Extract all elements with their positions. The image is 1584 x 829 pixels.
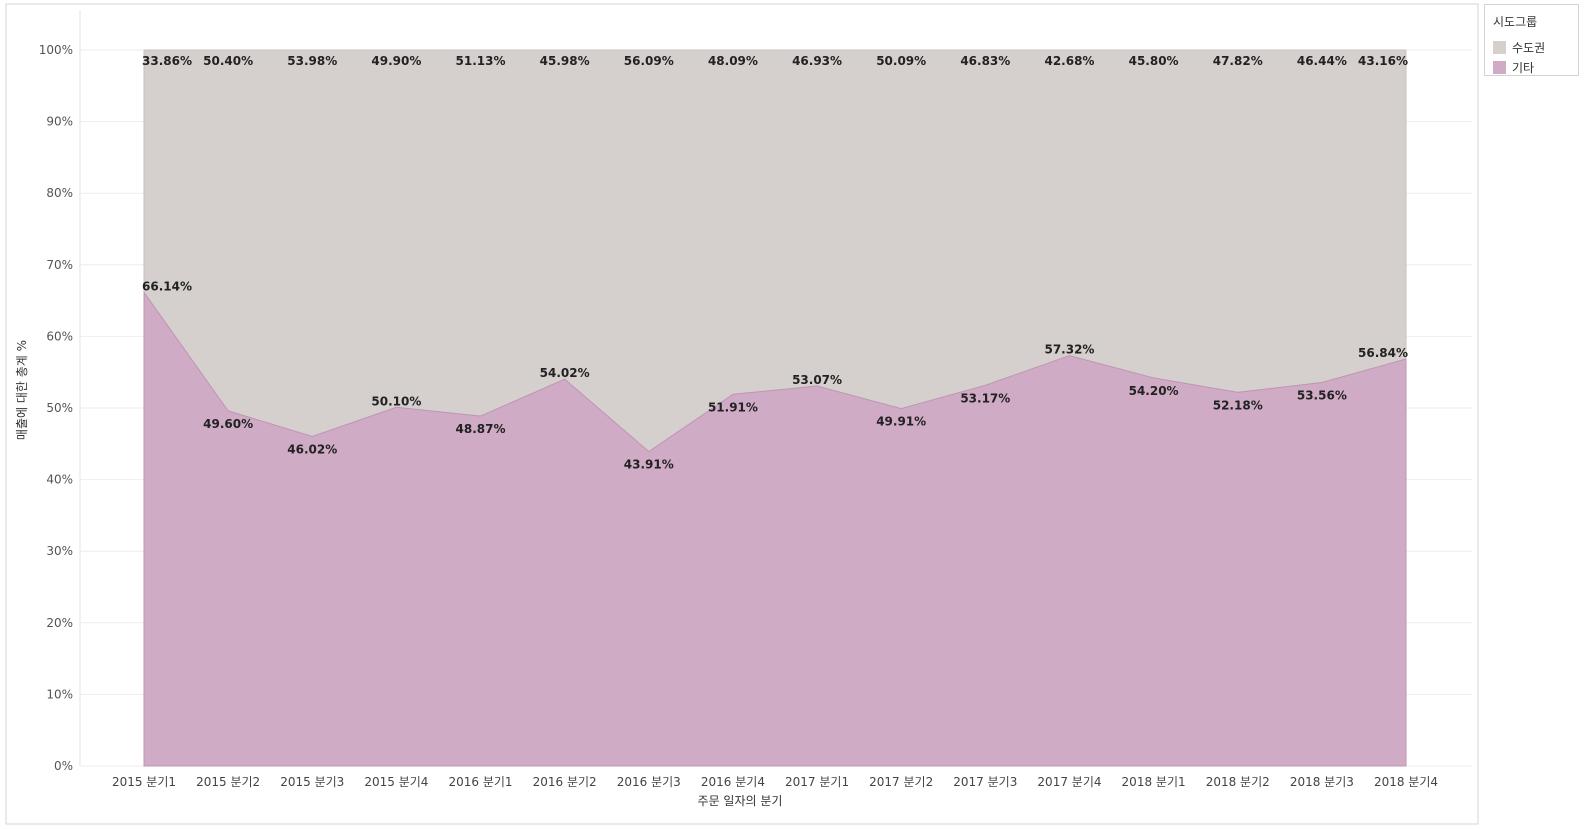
y-tick-label: 0% [54,759,73,773]
y-axis-title: 매출에 대한 총계 % [15,340,29,440]
data-label-other: 49.60% [203,417,253,431]
data-label-other: 54.20% [1129,384,1179,398]
data-label-capital: 42.68% [1044,54,1094,68]
data-label-capital: 45.80% [1129,54,1179,68]
x-tick-label: 2016 분기1 [448,775,512,789]
data-label-other: 52.18% [1213,398,1263,412]
y-tick-label: 20% [46,616,73,630]
data-label-capital: 46.83% [960,54,1010,68]
data-label-capital: 47.82% [1213,54,1263,68]
data-label-other: 53.07% [792,373,842,387]
area-series-layer [143,49,1407,767]
data-label-other: 53.17% [960,391,1010,405]
data-label-other: 43.91% [624,458,674,472]
y-tick-label: 100% [39,43,73,57]
data-label-capital: 33.86% [142,54,192,68]
legend-item-other[interactable]: 기타 [1493,59,1534,75]
y-tick-label: 90% [46,115,73,129]
y-tick-label: 80% [46,186,73,200]
data-label-capital: 51.13% [456,54,506,68]
data-label-capital: 46.44% [1297,54,1347,68]
data-label-other: 48.87% [456,422,506,436]
y-tick-label: 30% [46,544,73,558]
data-label-other: 46.02% [287,442,337,456]
y-tick-labels: 0% 10% 20% 30% 40% 50% 60% 70% 80% 90% 100% [39,43,73,773]
y-tick-label: 50% [46,401,73,415]
x-tick-label: 2015 분기4 [364,775,428,789]
area-series-other[interactable] [143,290,1407,767]
y-tick-label: 40% [46,473,73,487]
x-tick-label: 2016 분기3 [617,775,681,789]
x-tick-label: 2015 분기1 [112,775,176,789]
data-label-capital: 43.16% [1358,54,1408,68]
legend-swatch-other [1493,60,1506,74]
data-label-capital: 53.98% [287,54,337,68]
legend-swatch-capital [1493,40,1506,54]
data-label-capital: 46.93% [792,54,842,68]
y-tick-label: 70% [46,258,73,272]
data-label-capital: 49.90% [371,54,421,68]
data-labels: 33.86% 50.40% 53.98% 49.90% 51.13% 45.98% 56.0… [142,54,1408,472]
x-tick-label: 2017 분기1 [785,775,849,789]
legend-label-other: 기타 [1512,60,1535,75]
legend[interactable]: 시도그룹 수도권 기타 [1484,4,1579,76]
x-tick-label: 2015 분기2 [196,775,260,789]
x-tick-label: 2016 분기2 [533,775,597,789]
data-label-capital: 48.09% [708,54,758,68]
data-label-other: 57.32% [1044,343,1094,357]
x-tick-label: 2018 분기2 [1206,775,1270,789]
y-tick-label: 60% [46,329,73,343]
data-label-other: 56.84% [1358,346,1408,360]
data-label-capital: 50.09% [876,54,926,68]
data-label-other: 51.91% [708,400,758,414]
data-label-other: 54.02% [540,366,590,380]
x-axis-title: 주문 일자의 분기 [698,794,783,808]
x-tick-labels: 2015 분기1 2015 분기2 2015 분기3 2015 분기4 2016 분기1… [112,775,1438,789]
x-tick-label: 2018 분기3 [1290,775,1354,789]
x-tick-label: 2017 분기4 [1037,775,1101,789]
legend-item-capital[interactable]: 수도권 [1493,39,1545,55]
data-label-capital: 56.09% [624,54,674,68]
data-label-capital: 50.40% [203,54,253,68]
x-tick-label: 2016 분기4 [701,775,765,789]
data-label-other: 49.91% [876,415,926,429]
data-label-capital: 45.98% [540,54,590,68]
data-label-other: 66.14% [142,279,192,293]
x-tick-label: 2017 분기3 [953,775,1017,789]
x-tick-label: 2015 분기3 [280,775,344,789]
data-label-other: 50.10% [371,394,421,408]
y-tick-label: 10% [46,687,73,701]
legend-title: 시도그룹 [1493,15,1538,29]
x-tick-label: 2018 분기4 [1374,775,1438,789]
data-label-other: 53.56% [1297,389,1347,403]
legend-label-capital: 수도권 [1512,40,1546,55]
x-tick-label: 2017 분기2 [869,775,933,789]
x-tick-label: 2018 분기1 [1122,775,1186,789]
